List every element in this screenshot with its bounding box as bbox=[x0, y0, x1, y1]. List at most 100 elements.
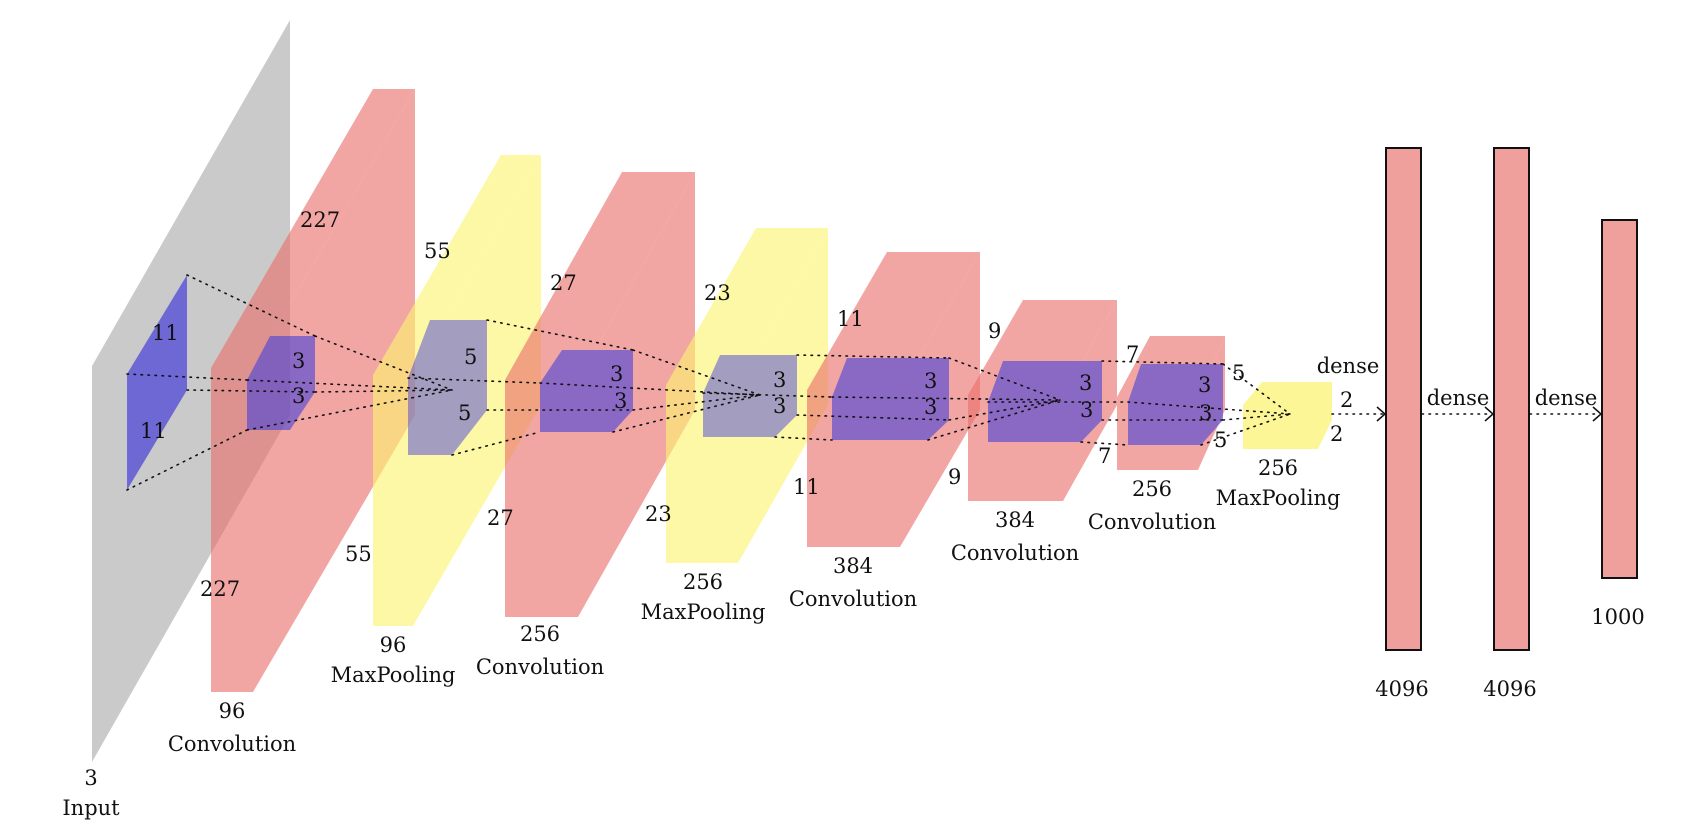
input-layer bbox=[92, 20, 290, 762]
receptive-field-line bbox=[796, 414, 950, 421]
receptive-field-lines bbox=[126, 274, 1291, 491]
kernel-size-label: 3 bbox=[773, 394, 786, 418]
conv2-side-face bbox=[505, 380, 578, 617]
kernel-size-label: 3 bbox=[773, 368, 786, 392]
dense-size-label: 4096 bbox=[1375, 677, 1428, 701]
layer-name-label: MaxPooling bbox=[331, 663, 456, 687]
receptive-field-line bbox=[126, 373, 248, 381]
layer-depth-label: 3 bbox=[84, 766, 97, 790]
layer-depth-label: 256 bbox=[520, 622, 560, 646]
receptive-field-line bbox=[246, 379, 453, 391]
layer-depth-label: 256 bbox=[683, 570, 723, 594]
layer-depth-label: 96 bbox=[380, 633, 407, 657]
layer-depth-label: 384 bbox=[995, 508, 1035, 532]
layer-dim-label: 227 bbox=[200, 577, 240, 601]
kernel-size-label: 11 bbox=[152, 321, 179, 345]
layer-name-label: Convolution bbox=[168, 732, 296, 756]
kernel-size-label: 11 bbox=[140, 419, 167, 443]
layer-dim-label: 11 bbox=[793, 475, 820, 499]
labels: 3 Input 11 11 227 227 96 Convolution 3 3… bbox=[62, 208, 1644, 820]
layer-name-label: MaxPooling bbox=[1216, 486, 1341, 510]
dense-arrow-label: dense bbox=[1535, 386, 1598, 410]
kernel-size-label: 3 bbox=[1198, 373, 1211, 397]
receptive-field-line bbox=[796, 354, 950, 359]
layer-dim-label: 55 bbox=[424, 239, 451, 263]
layer-dim-label: 9 bbox=[948, 465, 961, 489]
arrowhead-icon bbox=[1592, 406, 1603, 422]
layer-depth-label: 256 bbox=[1258, 456, 1298, 480]
layer-name-label: Convolution bbox=[476, 655, 604, 679]
layer-dim-label: 23 bbox=[645, 502, 672, 526]
input-volume bbox=[92, 20, 290, 762]
kernel-volume bbox=[703, 355, 797, 437]
dense-size-label: 1000 bbox=[1591, 605, 1644, 629]
kernel-size-label: 3 bbox=[292, 384, 305, 408]
layer-dim-label: 27 bbox=[487, 506, 514, 530]
kernel-volume bbox=[832, 358, 949, 440]
dense-layer-fc3 bbox=[1601, 219, 1638, 579]
receptive-field-line bbox=[1080, 441, 1129, 446]
receptive-field-line bbox=[186, 389, 316, 393]
layer-dim-label: 227 bbox=[300, 208, 340, 232]
conv1-side-face bbox=[211, 368, 253, 692]
layer-depth-label: 256 bbox=[1132, 477, 1172, 501]
receptive-field-line bbox=[632, 349, 761, 396]
layer-dim-label: 55 bbox=[345, 542, 372, 566]
receptive-field-line bbox=[774, 436, 833, 441]
kernel-pool2 bbox=[703, 355, 797, 437]
receptive-field-line bbox=[451, 431, 541, 456]
arrowhead-icon bbox=[1484, 406, 1495, 422]
conv2-top-face bbox=[505, 172, 695, 380]
kernel-size-label: 3 bbox=[1080, 398, 1093, 422]
kernel-volume bbox=[408, 320, 487, 455]
kernel-volume bbox=[247, 336, 315, 430]
layer-dim-label: 23 bbox=[704, 281, 731, 305]
kernel-size-label: 3 bbox=[610, 362, 623, 386]
kernel-size-label: 5 bbox=[464, 345, 477, 369]
conv1-front-face bbox=[253, 89, 415, 692]
receptive-field-line bbox=[927, 399, 1061, 441]
conv2-front-face bbox=[578, 172, 695, 617]
dense-layer-fc1 bbox=[1385, 147, 1422, 651]
kernel-size-label: 3 bbox=[292, 349, 305, 373]
conv2-layer bbox=[505, 172, 695, 617]
layer-dim-label: 2 bbox=[1340, 388, 1353, 412]
kernel-volume bbox=[127, 275, 187, 490]
layer-name-label: Convolution bbox=[789, 587, 917, 611]
dense-size-label: 4096 bbox=[1483, 677, 1536, 701]
receptive-field-line bbox=[1222, 363, 1291, 415]
layer-name-label: Convolution bbox=[951, 541, 1079, 565]
receptive-field-line bbox=[702, 392, 833, 398]
layer-dim-label: 7 bbox=[1126, 342, 1139, 366]
arrowhead-icon bbox=[1376, 406, 1387, 422]
pool1-top-face bbox=[373, 155, 541, 375]
kernel-conv1 bbox=[247, 336, 315, 430]
receptive-field-line bbox=[831, 396, 1061, 401]
receptive-field-line bbox=[539, 382, 761, 396]
kernel-conv3 bbox=[832, 358, 949, 440]
receptive-field-line bbox=[948, 357, 1061, 401]
dense-layer-fc2 bbox=[1493, 147, 1530, 651]
receptive-field-line bbox=[1222, 413, 1291, 421]
kernel-pool1 bbox=[408, 320, 487, 455]
pool2-top-face bbox=[666, 228, 828, 385]
layer-name-label: Convolution bbox=[1088, 510, 1216, 534]
receptive-field-line bbox=[948, 399, 1061, 421]
layer-name-label: Input bbox=[62, 796, 120, 820]
layer-dim-label: 11 bbox=[837, 307, 864, 331]
layer-dim-label: 9 bbox=[988, 319, 1001, 343]
kernel-conv5 bbox=[1128, 364, 1223, 445]
dense-arrow-label: dense bbox=[1317, 354, 1380, 378]
receptive-field-line bbox=[407, 377, 541, 384]
conv1-layer bbox=[211, 89, 415, 692]
kernel-size-label: 5 bbox=[1214, 428, 1227, 452]
kernel-volume bbox=[540, 350, 633, 432]
layer-name-label: MaxPooling bbox=[641, 600, 766, 624]
receptive-field-line bbox=[246, 389, 453, 431]
kernel-size-label: 3 bbox=[924, 395, 937, 419]
dense-arrow-label: dense bbox=[1427, 386, 1490, 410]
kernel-size-label: 5 bbox=[458, 401, 471, 425]
kernel-conv2 bbox=[540, 350, 633, 432]
kernel-size-label: 3 bbox=[614, 389, 627, 413]
